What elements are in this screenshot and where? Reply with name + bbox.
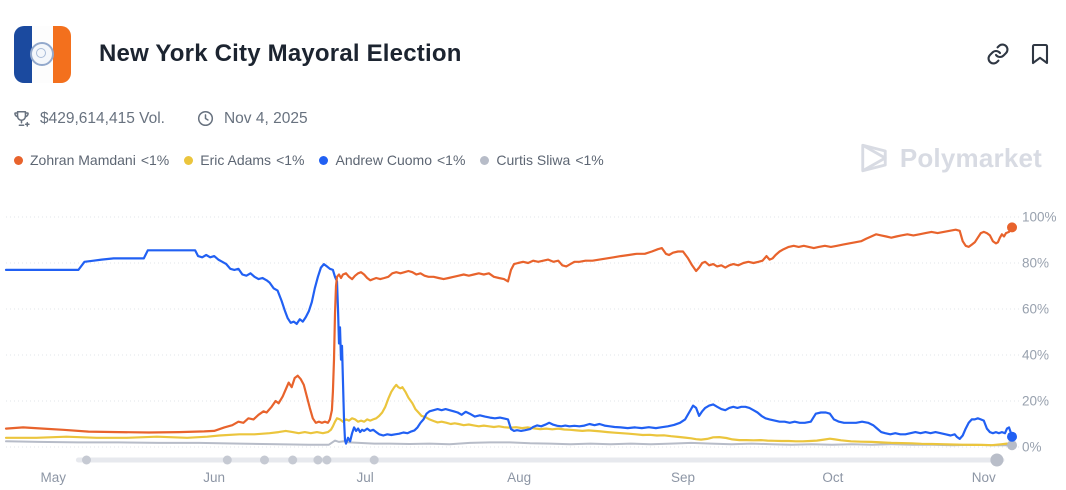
series-end-marker <box>1007 431 1017 442</box>
timeline-event-dot <box>322 455 332 465</box>
market-stats: $429,614,415 Vol. Nov 4, 2025 <box>12 109 308 128</box>
bookmark-icon <box>1028 42 1052 66</box>
bookmark-button[interactable] <box>1028 42 1052 66</box>
nyc-seal-icon <box>30 42 55 66</box>
chart-legend: Zohran Mamdani <1% Eric Adams <1% Andrew… <box>14 152 604 168</box>
legend-dot-sliwa <box>480 155 490 165</box>
timeline-event-dot <box>260 455 269 465</box>
series-line <box>4 383 1014 447</box>
x-axis-label: Jun <box>203 470 225 485</box>
x-axis-label: Nov <box>972 470 996 485</box>
legend-dot-adams <box>184 155 194 165</box>
y-axis-label: 40% <box>1022 348 1049 363</box>
series-line <box>4 226 1014 434</box>
legend-dot-mamdani <box>14 155 23 165</box>
series-line <box>4 249 1014 445</box>
volume-value: $429,614,415 Vol. <box>40 109 165 127</box>
timeline-event-dot <box>222 455 232 465</box>
y-axis-label: 100% <box>1022 210 1057 225</box>
y-axis-label: 0% <box>1022 440 1042 455</box>
x-axis-label: Oct <box>822 470 843 485</box>
timeline-handle[interactable] <box>990 453 1004 467</box>
trophy-icon <box>12 109 31 128</box>
y-axis-label: 60% <box>1022 302 1049 317</box>
series-line <box>5 439 1013 447</box>
x-axis-label: Aug <box>507 470 531 485</box>
legend-dot-cuomo <box>319 155 329 165</box>
legend-item-sliwa[interactable]: Curtis Sliwa <1% <box>480 152 604 168</box>
probability-line-chart[interactable]: 0% 20% 40% 60% 80% 100% May Jun Jul Aug Sep Oct Nov <box>0 205 1066 490</box>
series-end-marker <box>1007 440 1017 451</box>
x-axis-label: Jul <box>356 470 373 485</box>
legend-item-mamdani[interactable]: Zohran Mamdani <1% <box>14 152 169 168</box>
timeline-event-dot <box>82 455 91 465</box>
legend-item-cuomo[interactable]: Andrew Cuomo <1% <box>319 152 465 168</box>
polymarket-logo-icon <box>856 140 892 176</box>
copy-link-button[interactable] <box>986 42 1010 66</box>
market-logo-nyc-flag <box>14 25 71 83</box>
y-axis-label: 20% <box>1022 394 1049 409</box>
legend-item-adams[interactable]: Eric Adams <1% <box>184 152 304 168</box>
market-header: New York City Mayoral Election <box>14 25 1052 83</box>
x-axis-label: May <box>41 470 67 485</box>
link-icon <box>986 42 1010 66</box>
series-end-marker <box>1007 222 1017 233</box>
page-title: New York City Mayoral Election <box>99 40 462 67</box>
y-axis-label: 80% <box>1022 256 1049 271</box>
watermark-text: Polymarket <box>899 142 1042 173</box>
end-date-value: Nov 4, 2025 <box>223 109 308 127</box>
x-axis-label: Sep <box>671 470 695 485</box>
polymarket-watermark: Polymarket <box>856 140 1042 176</box>
timeline-event-dot <box>288 455 298 465</box>
clock-icon <box>196 109 215 128</box>
timeline-event-dot <box>313 455 323 465</box>
timeline-event-dot <box>369 455 379 465</box>
